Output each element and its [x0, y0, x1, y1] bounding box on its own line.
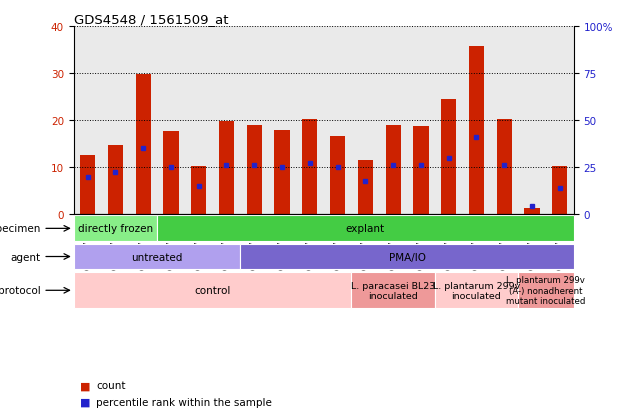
Bar — [74, 244, 240, 270]
Bar — [441, 100, 456, 215]
Bar — [546, 27, 574, 215]
Text: percentile rank within the sample: percentile rank within the sample — [96, 397, 272, 407]
Bar — [407, 27, 435, 215]
Text: explant: explant — [345, 224, 385, 234]
Bar — [80, 156, 96, 215]
Bar — [101, 27, 129, 215]
Text: ■: ■ — [80, 397, 90, 407]
Bar — [108, 146, 123, 215]
Bar — [191, 167, 206, 215]
Text: untreated: untreated — [131, 252, 183, 262]
Bar — [358, 161, 373, 215]
Text: protocol: protocol — [0, 286, 40, 296]
Bar — [324, 27, 351, 215]
Bar — [296, 27, 324, 215]
Text: control: control — [194, 286, 231, 296]
Bar — [135, 75, 151, 215]
Bar — [157, 27, 185, 215]
Bar — [74, 216, 157, 242]
Bar — [330, 137, 345, 215]
Bar — [351, 273, 435, 309]
Bar — [129, 27, 157, 215]
Bar — [518, 27, 546, 215]
Bar — [463, 27, 490, 215]
Bar — [302, 119, 317, 215]
Bar — [379, 27, 407, 215]
Bar — [524, 209, 540, 215]
Bar — [157, 216, 574, 242]
Text: L. plantarum 299v
(A-) nonadherent
mutant inoculated: L. plantarum 299v (A-) nonadherent mutan… — [506, 276, 586, 306]
Bar — [74, 273, 351, 309]
Bar — [552, 167, 567, 215]
Text: L. plantarum 299v
inoculated: L. plantarum 299v inoculated — [433, 281, 520, 300]
Bar — [163, 132, 179, 215]
Bar — [490, 27, 518, 215]
Bar — [435, 273, 518, 309]
Text: directly frozen: directly frozen — [78, 224, 153, 234]
Bar — [74, 27, 101, 215]
Text: agent: agent — [10, 252, 40, 262]
Text: L. paracasei BL23
inoculated: L. paracasei BL23 inoculated — [351, 281, 435, 300]
Bar — [219, 122, 234, 215]
Text: specimen: specimen — [0, 224, 40, 234]
Bar — [274, 131, 290, 215]
Bar — [469, 47, 484, 215]
Bar — [351, 27, 379, 215]
Bar — [268, 27, 296, 215]
Bar — [413, 127, 429, 215]
Bar — [240, 244, 574, 270]
Text: PMA/IO: PMA/IO — [388, 252, 426, 262]
Bar — [497, 120, 512, 215]
Text: ■: ■ — [80, 380, 90, 390]
Bar — [185, 27, 213, 215]
Bar — [240, 27, 268, 215]
Text: count: count — [96, 380, 126, 390]
Bar — [213, 27, 240, 215]
Bar — [385, 126, 401, 215]
Bar — [247, 126, 262, 215]
Bar — [435, 27, 463, 215]
Bar — [518, 273, 574, 309]
Text: GDS4548 / 1561509_at: GDS4548 / 1561509_at — [74, 13, 228, 26]
